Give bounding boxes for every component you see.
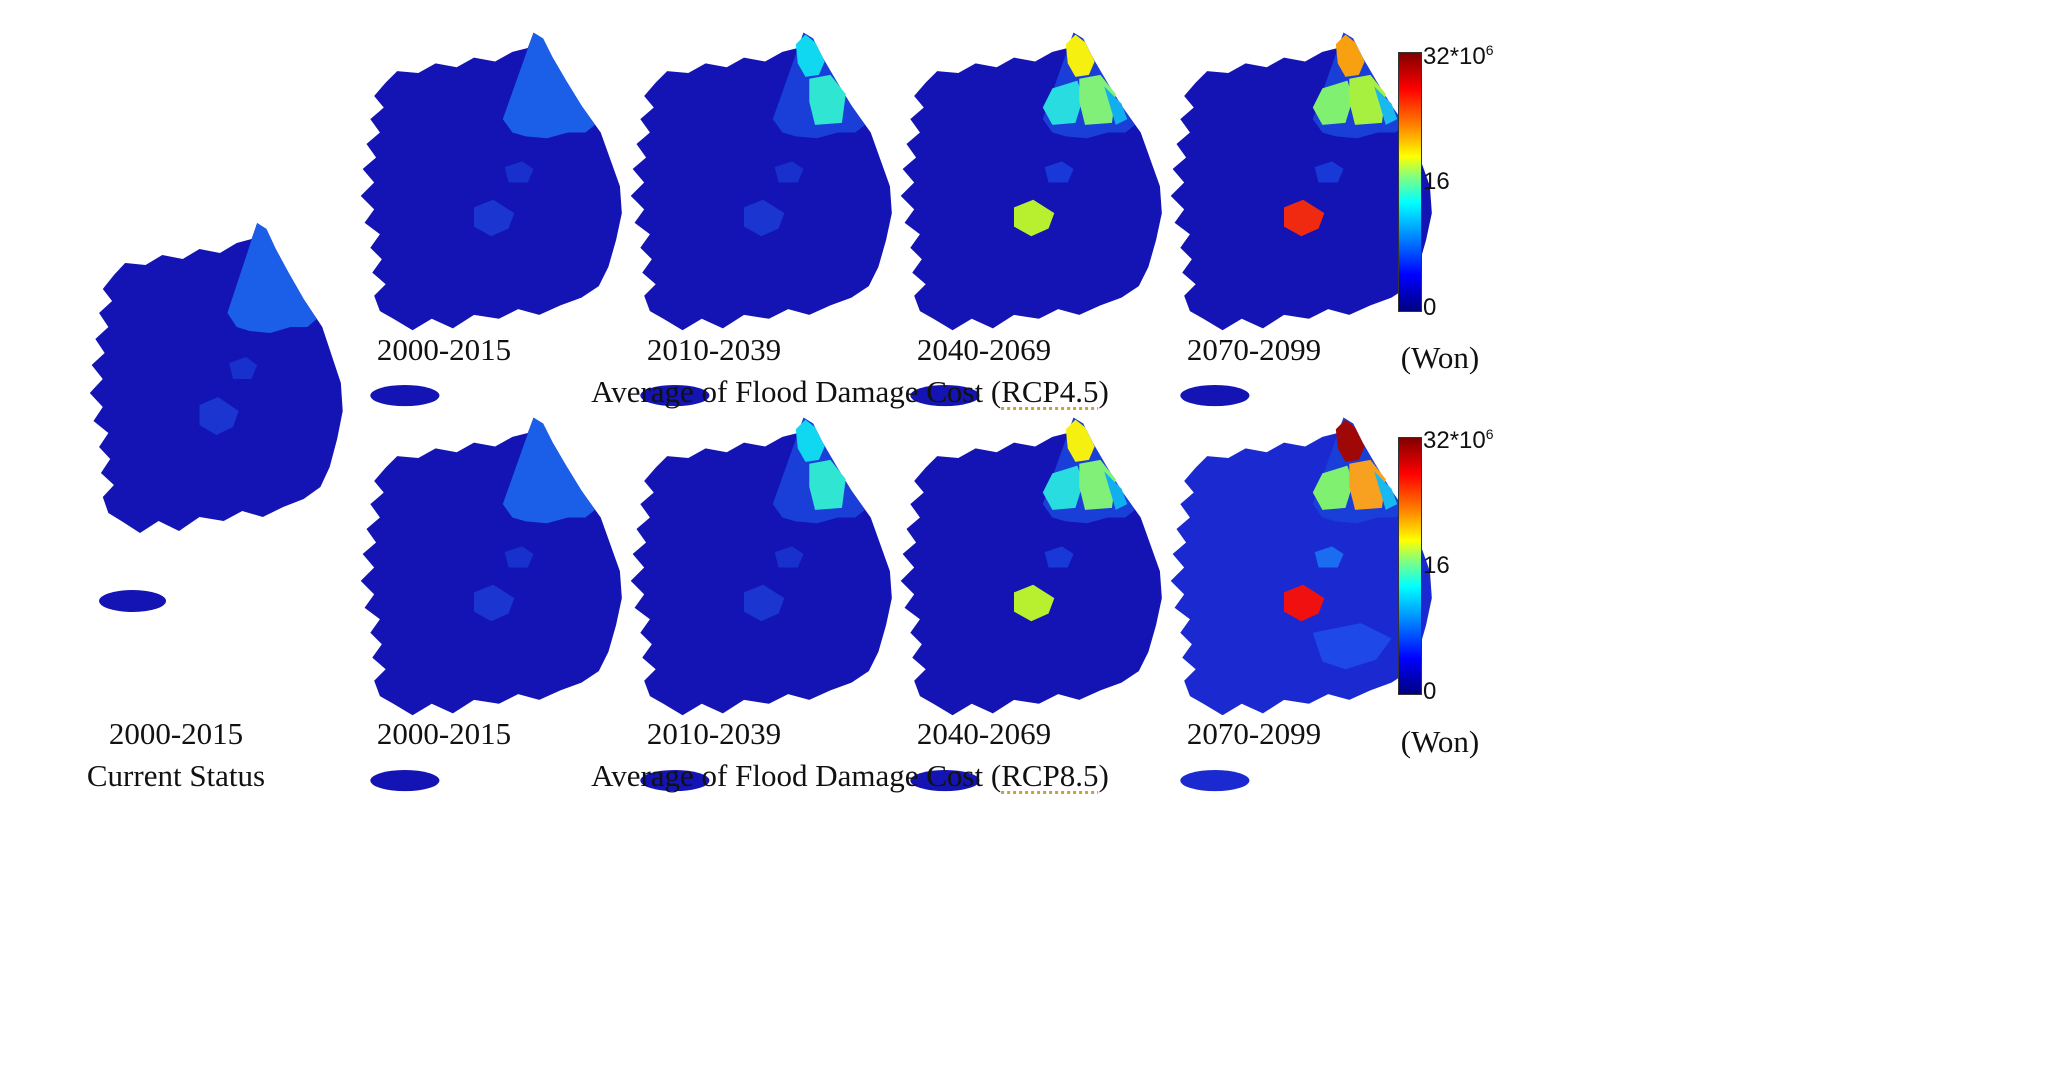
caption-rcp45-suffix: ) [1098,374,1109,409]
colorbar-rcp45-unit: (Won) [1400,340,1480,375]
period-label-rcp45-2: 2010-2039 [646,332,782,367]
colorbar-rcp85-min-label: 0 [1423,678,1437,705]
period-label-rcp85-2: 2010-2039 [646,716,782,751]
current-period-label: 2000-2015 [108,716,244,751]
colorbar-rcp45-max-label: 32*106 [1423,42,1494,70]
colorbar-rcp45 [1398,52,1422,312]
period-label-rcp45-3: 2040-2069 [916,332,1052,367]
period-label-rcp85-4: 2070-2099 [1186,716,1322,751]
caption-rcp45: Average of Flood Damage Cost (RCP4.5) [591,374,1109,410]
caption-rcp85: Average of Flood Damage Cost (RCP8.5) [591,758,1109,794]
colorbar-rcp85-unit: (Won) [1400,724,1480,759]
colorbar-rcp85-max-label: 32*106 [1423,426,1494,454]
period-label-rcp85-1: 2000-2015 [376,716,512,751]
caption-rcp85-prefix: Average of Flood Damage Cost ( [591,758,1002,793]
period-label-rcp85-3: 2040-2069 [916,716,1052,751]
colorbar-rcp85 [1398,437,1422,695]
colorbar-rcp85-mid-label: 16 [1423,552,1450,579]
period-label-rcp45-4: 2070-2099 [1186,332,1322,367]
period-label-rcp45-1: 2000-2015 [376,332,512,367]
caption-rcp45-scenario: RCP4.5 [1001,374,1099,409]
colorbar-rcp45-min-label: 0 [1423,294,1437,321]
caption-rcp85-suffix: ) [1098,758,1109,793]
current-status-caption: Current Status [86,758,266,793]
colorbar-rcp45-mid-label: 16 [1423,168,1450,195]
caption-rcp45-prefix: Average of Flood Damage Cost ( [591,374,1002,409]
map-current-status [89,223,343,612]
caption-rcp85-scenario: RCP8.5 [1001,758,1099,793]
